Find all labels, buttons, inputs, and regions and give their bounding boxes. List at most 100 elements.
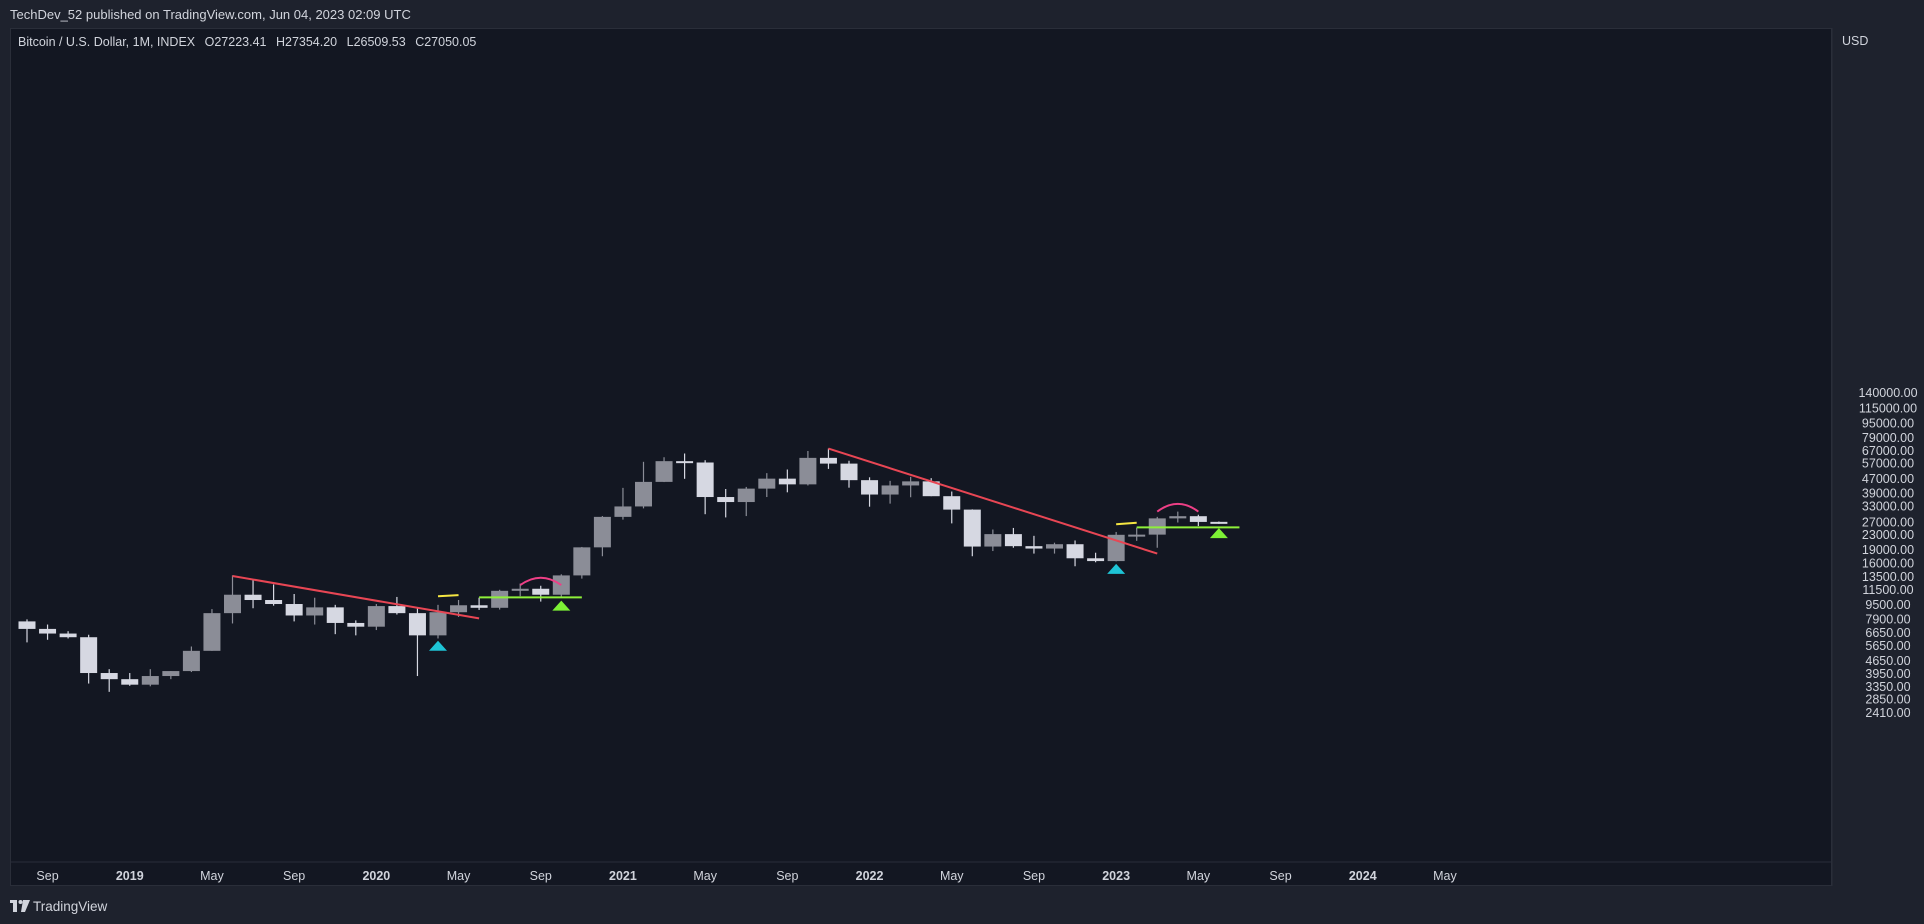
candle-body [593, 516, 611, 548]
price-tick-label: 27000.00 [1862, 516, 1914, 530]
candle-2022-05 [943, 491, 961, 524]
candle-body [532, 588, 550, 595]
price-tick-label: 3950.00 [1865, 667, 1910, 681]
candle-body [450, 605, 468, 613]
candle-2023-03 [1148, 516, 1166, 548]
candle-2020-01 [367, 604, 385, 631]
candle-2023-05 [1189, 514, 1207, 527]
candle-2022-01 [861, 477, 879, 507]
high-value: H27354.20 [275, 35, 338, 49]
time-tick-label: Sep [283, 869, 305, 883]
candle-body [922, 481, 940, 497]
candle-body [367, 606, 385, 627]
candle-2021-02 [635, 461, 652, 509]
candle-2018-09 [39, 624, 57, 640]
candle-2021-03 [655, 457, 673, 483]
candle-body [408, 613, 426, 636]
price-axis[interactable]: 140000.00115000.0095000.0079000.0067000.… [1858, 386, 1917, 720]
candle-body [39, 628, 57, 634]
symbol-label[interactable]: Bitcoin / U.S. Dollar, 1M, INDEX [18, 35, 196, 49]
price-tick-label: 67000.00 [1862, 444, 1914, 458]
price-tick-label: 2850.00 [1865, 693, 1910, 707]
candle-body [121, 679, 139, 685]
time-tick-label: 2022 [856, 869, 884, 883]
price-tick-label: 6650.00 [1865, 626, 1910, 640]
candle-body [347, 622, 365, 627]
candle-body [696, 462, 714, 498]
time-tick-label: May [447, 869, 471, 883]
publisher-bar: TechDev_52 published on TradingView.com,… [0, 0, 1924, 28]
candle-body [1025, 546, 1043, 549]
time-tick-label: Sep [1269, 869, 1291, 883]
candle-2018-08 [18, 619, 36, 643]
time-tick-label: 2019 [116, 869, 144, 883]
candle-body [943, 496, 961, 510]
candle-2021-07 [737, 486, 755, 517]
low-value: L26509.53 [346, 35, 406, 49]
trendline-line-2 [828, 447, 1158, 555]
candle-2020-09 [532, 585, 550, 602]
price-tick-label: 95000.00 [1862, 416, 1914, 430]
candle-body [573, 547, 591, 576]
candle-body [1169, 516, 1187, 519]
candle-2019-05 [203, 609, 221, 651]
candle-2021-05 [696, 460, 714, 515]
time-axis[interactable]: Sep 2019 May Sep 2020 May Sep 2021 May Sep 2022 May… [36, 869, 1457, 883]
candle-2023-04 [1169, 511, 1187, 523]
candle-body [963, 509, 981, 547]
time-tick-label: 2023 [1102, 869, 1130, 883]
price-chart[interactable]: 140000.00115000.0095000.0079000.0067000.… [0, 0, 1924, 886]
candle-body [861, 480, 879, 495]
candle-2019-09 [285, 594, 303, 622]
candle-body [840, 463, 858, 481]
price-tick-label: 4650.00 [1865, 654, 1910, 668]
price-tick-label: 140000.00 [1858, 386, 1917, 400]
candle-2021-08 [758, 473, 776, 498]
candle-body [717, 497, 735, 503]
candle-body [429, 612, 447, 636]
candle-body [59, 633, 77, 638]
candle-body [1087, 558, 1105, 562]
candle-2020-10 [552, 574, 570, 597]
candle-2022-09 [1025, 535, 1043, 554]
candle-body [285, 604, 303, 616]
candle-2022-08 [1004, 527, 1022, 548]
candle-body [100, 673, 118, 680]
candle-2022-11 [1066, 540, 1084, 567]
candle-2023-01 [1107, 531, 1125, 562]
brand-name[interactable]: TradingView [33, 899, 108, 914]
candle-body [1004, 534, 1022, 547]
candle-2018-10 [59, 631, 77, 639]
candle-2020-06 [470, 597, 488, 610]
time-tick-label: May [693, 869, 717, 883]
candle-body [162, 671, 180, 677]
candle-body [635, 481, 652, 507]
price-tick-label: 16000.00 [1862, 557, 1914, 571]
published-text: TechDev_52 published on TradingView.com,… [10, 7, 411, 22]
candle-2023-06 [1210, 521, 1228, 524]
up-triangle-marker-2 [552, 600, 571, 611]
candle-2021-09 [778, 469, 796, 493]
candle-2022-12 [1087, 552, 1105, 563]
price-unit-label[interactable]: USD [1842, 34, 1869, 48]
open-value: O27223.41 [204, 35, 267, 49]
candle-2022-06 [963, 509, 981, 557]
candle-body [902, 481, 920, 486]
candle-body [203, 613, 221, 651]
drawing-layer [232, 447, 1240, 651]
candle-2021-12 [840, 460, 858, 488]
price-tick-label: 33000.00 [1862, 500, 1914, 514]
candle-2022-03 [902, 476, 920, 498]
candle-body [655, 461, 673, 482]
candle-2020-12 [593, 516, 611, 557]
candle-body [1128, 534, 1146, 537]
candle-2019-12 [347, 620, 365, 636]
candle-body [80, 637, 98, 674]
time-tick-label: 2024 [1349, 869, 1377, 883]
candle-2021-11 [819, 448, 837, 469]
candle-body [984, 534, 1002, 547]
candle-2019-07 [244, 579, 262, 609]
time-tick-label: 2020 [362, 869, 390, 883]
tradingview-logo-icon[interactable] [10, 900, 30, 912]
price-tick-label: 23000.00 [1862, 528, 1914, 542]
